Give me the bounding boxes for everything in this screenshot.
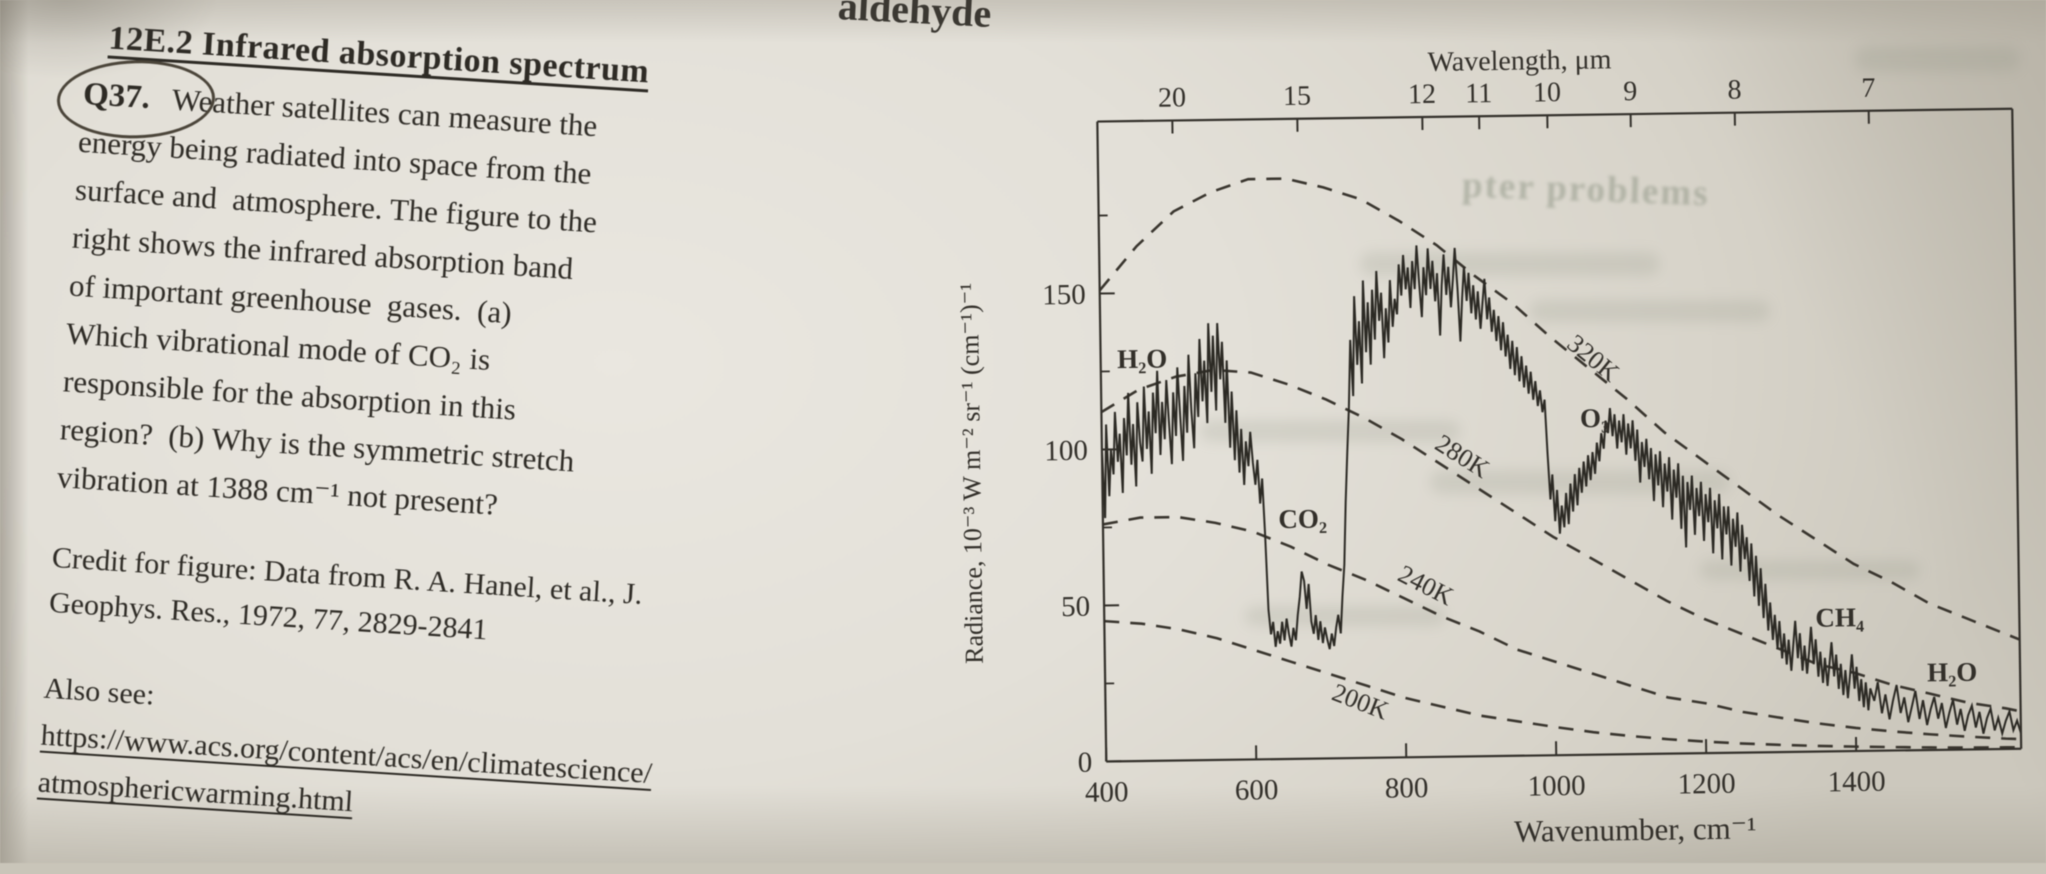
blackbody-curve-240K: [1103, 505, 2021, 751]
wavelength-tick-label: 9: [1623, 76, 1637, 107]
blackbody-curve-200K: [1104, 608, 2021, 760]
wavelength-tick-label: 12: [1408, 79, 1436, 110]
wavelength-tick-label: 7: [1861, 73, 1875, 104]
wavelength-tick-label: 20: [1158, 82, 1186, 113]
x-tick-label: 800: [1385, 772, 1429, 805]
wavelength-tick-label: 15: [1283, 81, 1311, 112]
temperature-label-320K: 320K: [1562, 329, 1625, 388]
wavelength-tick-label: 10: [1533, 77, 1561, 108]
molecule-label: CH₄: [1815, 602, 1864, 633]
figure-credit: Credit for figure: Data from R. A. Hanel…: [48, 535, 782, 671]
wavelength-tick-label: 8: [1727, 75, 1741, 106]
molecule-label: CO₂: [1278, 504, 1327, 535]
plot-border: [1106, 749, 2021, 762]
molecule-label: H₂O: [1117, 343, 1168, 374]
top-axis-title: Wavelength, μm: [1427, 44, 1611, 78]
temperature-label-240K: 240K: [1394, 559, 1459, 611]
y-tick-label: 0: [1078, 747, 1093, 779]
x-axis-title: Wavenumber, cm⁻¹: [1514, 810, 1757, 848]
x-tick-label: 600: [1235, 774, 1279, 807]
ir-spectrum-figure: 400 600 800 1000 1200 1400 20 15 12 11 10 9 8 7 0 50 100…: [944, 38, 2046, 868]
x-tick-label: 400: [1085, 776, 1129, 809]
x-tick-label: 1200: [1677, 768, 1735, 801]
y-tick-label: 150: [1042, 279, 1086, 312]
question-number: Q37.: [82, 70, 152, 122]
question-text-block: 12E.2 Infrared absorption spectrum Q37.W…: [36, 18, 814, 851]
molecule-label: H₂O: [1927, 657, 1978, 688]
spectrum-chart: 400 600 800 1000 1200 1400 20 15 12 11 10 9 8 7 0 50 100…: [944, 38, 2046, 868]
x-tick-label: 1400: [1827, 766, 1885, 799]
x-tick-label: 1000: [1527, 770, 1585, 803]
y-tick-label: 50: [1061, 591, 1090, 623]
y-tick-label: 100: [1044, 435, 1088, 468]
question-body: Q37.Weather satellites can measure the e…: [56, 70, 812, 547]
y-axis-title: Radiance, 10⁻³ W m⁻² sr⁻¹ (cm⁻¹)⁻¹: [955, 283, 989, 664]
measured-spectrum-curve: [1099, 237, 2021, 746]
temperature-label-280K: 280K: [1430, 429, 1495, 484]
molecule-label: O₃: [1580, 403, 1610, 433]
plot-border: [1097, 109, 2012, 122]
plot-border: [2012, 109, 2021, 749]
wavelength-tick-label: 11: [1465, 78, 1492, 109]
blackbody-curve-280K: [1101, 359, 2021, 724]
